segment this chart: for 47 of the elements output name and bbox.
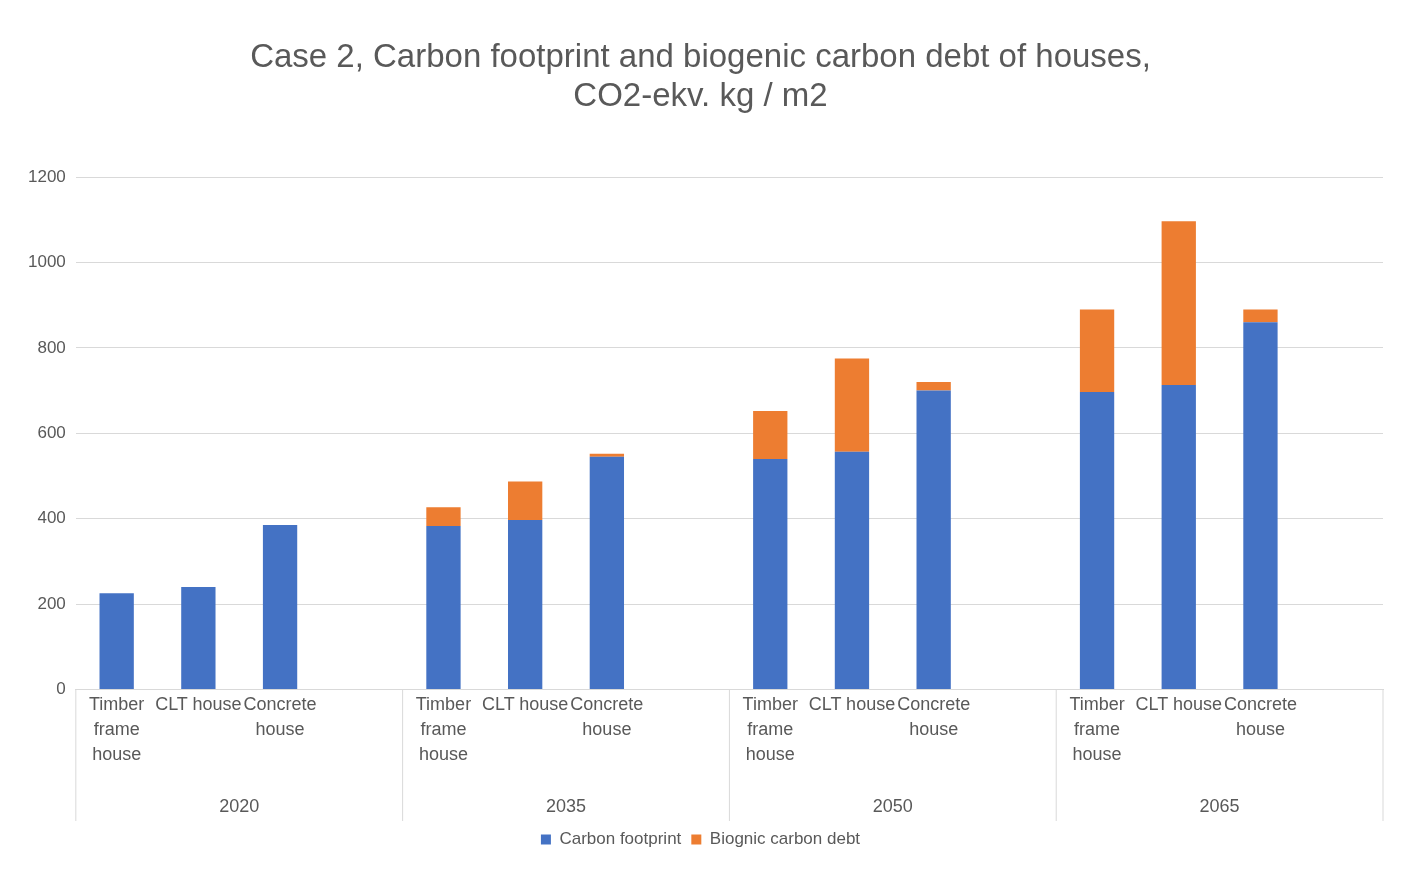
x-tick-label: Timber frame house — [89, 693, 145, 765]
x-tick-label: Concrete house — [897, 693, 971, 740]
bar — [508, 519, 543, 689]
y-tick-label: 200 — [37, 593, 66, 613]
text: 2065 — [1199, 795, 1240, 816]
bar — [99, 593, 134, 689]
bar — [262, 525, 298, 689]
bar — [426, 525, 461, 689]
bar — [181, 586, 216, 689]
y-tick-label: 800 — [37, 337, 66, 357]
legend-label: Carbon footprint — [559, 829, 682, 849]
bar — [1079, 391, 1115, 689]
legend-label: Biognic carbon debt — [709, 829, 861, 849]
y-tick-label: 0 — [56, 679, 66, 699]
x-tick-label: CLT house — [481, 693, 569, 714]
y-tick-label: 1000 — [27, 252, 66, 272]
x-tick-label: Concrete house — [570, 693, 644, 740]
y-tick-label: 1200 — [27, 166, 66, 186]
text: 2050 — [872, 795, 913, 816]
x-tick-label: CLT house — [155, 693, 242, 714]
bar — [753, 458, 788, 689]
x-tick-label: Timber frame house — [742, 693, 798, 765]
x-tick-label: Concrete house — [243, 693, 317, 740]
y-tick-label: 600 — [37, 422, 66, 442]
text: 2020 — [219, 795, 260, 816]
bar — [1161, 385, 1196, 689]
x-tick-label: Timber frame house — [415, 693, 472, 765]
x-tick-label: CLT house — [1135, 693, 1222, 714]
bar — [916, 382, 951, 391]
y-tick-label: 400 — [37, 508, 66, 528]
bar — [1079, 309, 1115, 392]
bar — [834, 358, 870, 452]
bar — [1243, 309, 1278, 323]
chart-title: Case 2, Carbon footprint and biogenic carbon debt of houses, CO2-ekv. kg / m2 — [250, 36, 1151, 114]
bar — [1243, 322, 1278, 689]
text: 2035 — [545, 795, 587, 816]
bar — [589, 453, 625, 457]
bar — [753, 411, 788, 459]
x-tick-label: Timber frame house — [1069, 693, 1125, 765]
bar — [1161, 221, 1196, 386]
x-tick-label: Concrete house — [1223, 693, 1297, 740]
bar — [834, 451, 870, 689]
bar — [508, 481, 543, 520]
bar — [916, 390, 951, 689]
x-tick-label: CLT house — [808, 693, 896, 714]
bar — [426, 507, 461, 526]
bar — [589, 456, 625, 689]
